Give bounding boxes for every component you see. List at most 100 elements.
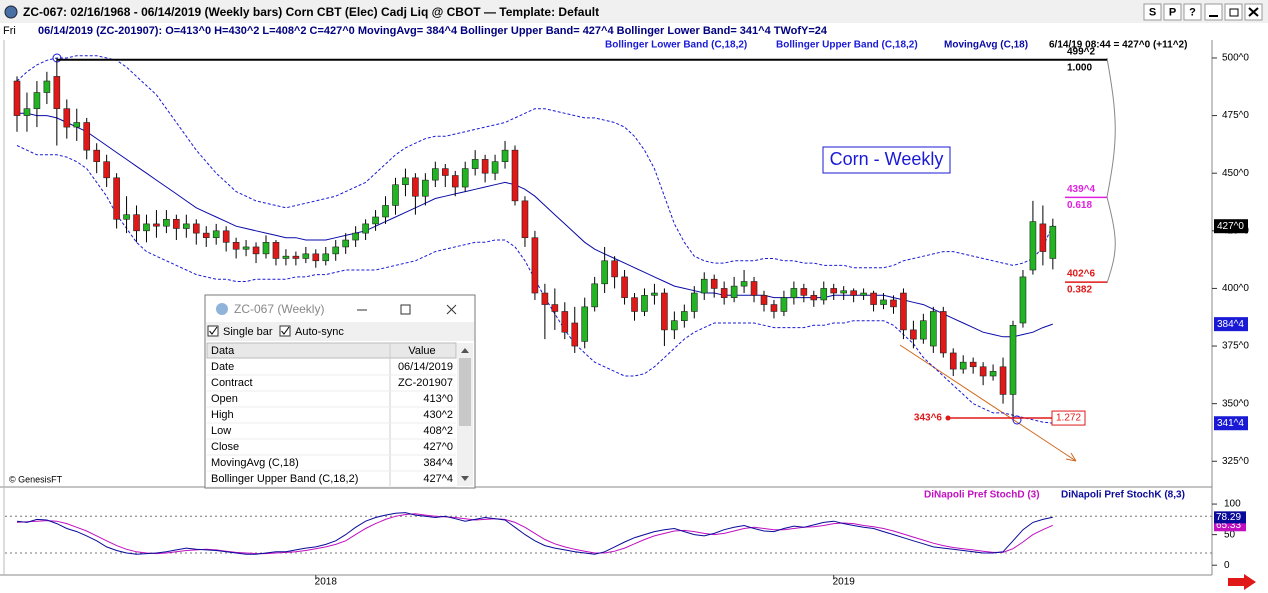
candle-body [252, 246, 260, 255]
minimize-button[interactable] [1204, 3, 1223, 21]
candle-body [1039, 223, 1047, 252]
restore-icon [1229, 8, 1239, 17]
dw-column-header: Value [408, 345, 435, 357]
candle-body [382, 205, 389, 218]
dw-scroll-thumb[interactable] [459, 358, 471, 426]
bollinger-band [16, 145, 1053, 424]
dw-row-value: 427^0 [423, 441, 453, 453]
candle-body [432, 168, 439, 181]
candle-body [461, 168, 469, 188]
candle-body [33, 92, 41, 109]
checkbox[interactable] [279, 325, 291, 337]
candle-body [451, 175, 459, 188]
data-window: ZC-067 (Weekly) Single bar Auto-sync Dat… [204, 294, 476, 489]
moving-average [17, 112, 1053, 338]
candle-body [491, 161, 499, 174]
candle-body [959, 361, 967, 370]
checkmark [209, 326, 218, 335]
last-value-label: 65.33 [1216, 520, 1241, 531]
candle-body [1009, 324, 1017, 395]
fib-anchor [945, 415, 951, 421]
candle-body [153, 223, 160, 227]
dw-column-header: Data [211, 345, 235, 357]
candle-body [521, 200, 529, 239]
s-button[interactable] [1143, 3, 1162, 21]
candle-body [302, 253, 310, 259]
dw-row-label: High [211, 409, 234, 421]
candle-body [651, 292, 658, 296]
candle-body [611, 260, 618, 278]
help-button[interactable] [1183, 3, 1202, 21]
candle-body [511, 149, 519, 202]
checkbox[interactable] [207, 325, 219, 337]
candle-body [989, 371, 997, 377]
last-value-label: 427^0 [1217, 221, 1244, 232]
legend-entry: Bollinger Upper Band (C,18,2) [776, 40, 918, 51]
dw-row-label: Bollinger Upper Band (C,18,2) [211, 473, 358, 485]
candle-body [700, 278, 708, 294]
info-day: Fri [3, 25, 16, 37]
dw-close[interactable] [446, 304, 457, 315]
p-button[interactable] [1163, 3, 1182, 21]
y-tick-label: 350^0 [1222, 398, 1249, 409]
data-window-icon [216, 303, 228, 315]
candle-body [930, 311, 937, 347]
candle-body [202, 232, 210, 239]
candle-body [551, 304, 559, 312]
candle-body [143, 223, 150, 232]
fib-label: 402^6 [1067, 269, 1096, 280]
dw-row-label: Close [211, 441, 239, 453]
candle-body [571, 322, 579, 347]
data-window-title: ZC-067 (Weekly) [234, 302, 324, 316]
dw-row-value: 427^4 [423, 473, 453, 485]
legend-entry: DiNapoli Pref StochD (3) [924, 490, 1040, 501]
candle-body [641, 295, 648, 312]
y-tick-label: 0 [1224, 560, 1230, 571]
last-value-box [1214, 219, 1248, 234]
candle-body [73, 122, 81, 128]
x-tick-label: 2018 [315, 577, 338, 588]
candle-body [681, 311, 688, 321]
candle-body [760, 295, 768, 305]
chart-title: Corn - Weekly [830, 149, 944, 169]
candle-body [93, 149, 100, 162]
candle-body [900, 292, 907, 331]
app-icon [4, 5, 18, 19]
last-value-box [1214, 317, 1248, 332]
candle-body [262, 242, 270, 255]
fib-ratio: 1.272 [1056, 413, 1081, 424]
candle-body [23, 108, 31, 116]
candle-body [750, 281, 758, 296]
chart-title-box [822, 146, 951, 174]
candle-body [710, 278, 718, 289]
window-title: ZC-067: 02/16/1968 - 06/14/2019 (Weekly … [23, 5, 599, 19]
x-tick-label: 2019 [833, 577, 856, 588]
candle-body [362, 223, 369, 234]
scroll-arrow[interactable] [1228, 574, 1256, 590]
candle-body [661, 292, 668, 331]
candle-body [820, 288, 828, 301]
candle-body [392, 184, 399, 206]
candle-body [979, 366, 987, 377]
legend-entry: MovingAvg (C,18) [944, 40, 1028, 51]
candle-body [332, 246, 340, 255]
candle-body [631, 297, 638, 312]
candle-body [272, 242, 280, 259]
fib-label: 343^6 [914, 413, 943, 424]
last-value-box [1214, 511, 1246, 524]
candle-body [322, 253, 330, 262]
dw-maximize[interactable] [400, 304, 411, 315]
candle-body [212, 230, 220, 239]
copyright: © GenesisFT [9, 474, 63, 484]
candle-body [173, 218, 180, 229]
restore-button[interactable] [1224, 3, 1243, 21]
candle-body [671, 320, 678, 331]
candle-body [192, 223, 200, 234]
candle-body [830, 288, 838, 294]
candle-body [133, 214, 140, 232]
candle-body [63, 108, 71, 128]
legend-entry: DiNapoli Pref StochK (8,3) [1061, 490, 1185, 501]
candle-body [103, 161, 110, 179]
